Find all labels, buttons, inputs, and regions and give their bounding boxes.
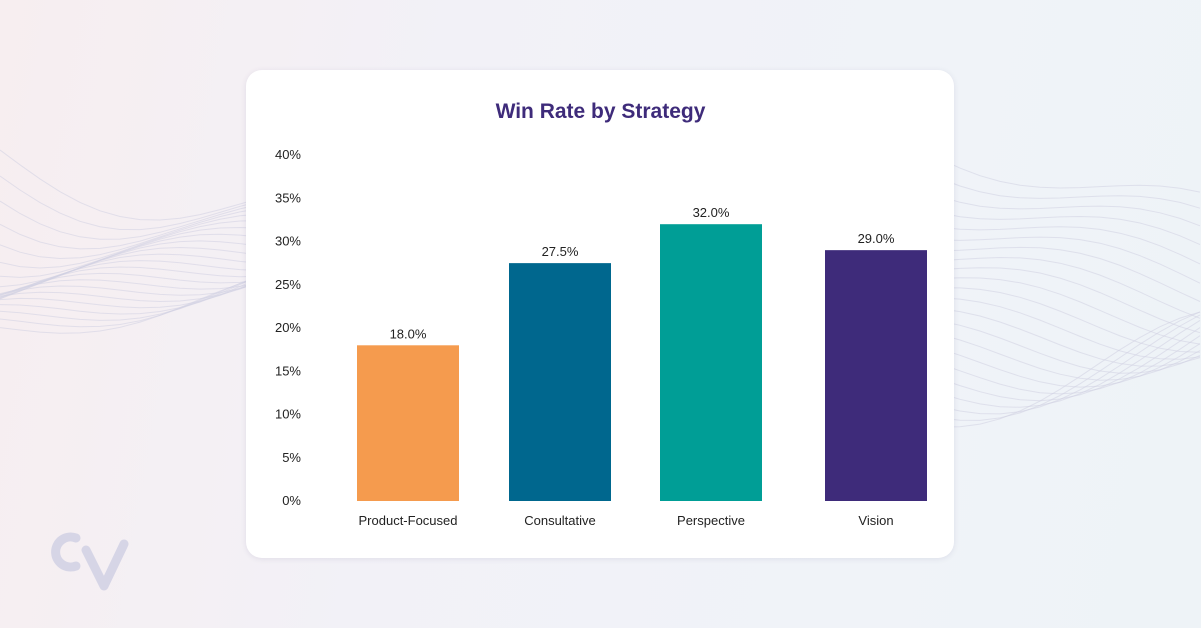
x-axis: Product-Focused Consultative Perspective Vi…	[359, 513, 894, 528]
bar-value-label: 18.0%	[390, 326, 427, 341]
x-category-label: Product-Focused	[359, 513, 458, 528]
bar	[825, 250, 927, 501]
bar-value-label: 32.0%	[693, 205, 730, 220]
y-tick-label: 0%	[282, 493, 301, 508]
bar-value-label: 29.0%	[858, 231, 895, 246]
x-category-label: Consultative	[524, 513, 596, 528]
y-tick-label: 35%	[275, 190, 301, 205]
bars: 18.0% 27.5% 32.0% 29.0%	[357, 205, 927, 501]
y-tick-label: 30%	[275, 234, 301, 249]
y-tick-label: 20%	[275, 320, 301, 335]
y-tick-label: 40%	[275, 147, 301, 162]
cv-logo	[51, 532, 129, 591]
y-tick-label: 5%	[282, 450, 301, 465]
y-tick-label: 25%	[275, 277, 301, 292]
y-tick-label: 10%	[275, 407, 301, 422]
bar	[357, 345, 459, 501]
y-axis: 0% 5% 10% 15% 20% 25% 30% 35% 40%	[275, 147, 301, 508]
chart-title: Win Rate by Strategy	[495, 100, 706, 123]
x-category-label: Vision	[858, 513, 893, 528]
bar-value-label: 27.5%	[542, 244, 579, 259]
x-category-label: Perspective	[677, 513, 745, 528]
bar	[509, 263, 611, 501]
bar	[660, 224, 762, 501]
y-tick-label: 15%	[275, 363, 301, 378]
